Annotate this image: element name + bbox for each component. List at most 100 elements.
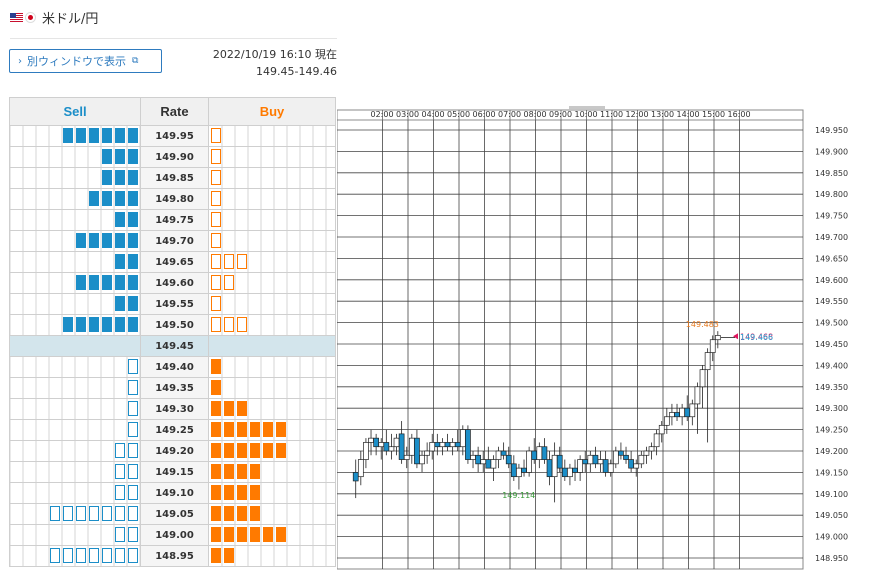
- candle-body: [653, 433, 660, 448]
- candle-body: [658, 424, 665, 435]
- buy-order-block: [263, 422, 273, 437]
- buy-volume-bars: [211, 275, 237, 290]
- jp-flag-icon: [25, 11, 36, 23]
- x-tick-label: 10:00: [575, 110, 598, 119]
- candle-body: [475, 454, 481, 465]
- y-tick-label: 149.400: [815, 361, 848, 370]
- price-annotation: 149.483: [686, 320, 719, 329]
- sell-volume-cell: [9, 125, 141, 147]
- sell-volume-cell: [9, 419, 141, 441]
- order-book-row: 149.85: [9, 167, 336, 189]
- sell-order-block: [102, 233, 112, 248]
- sell-order-block: [115, 254, 125, 269]
- candle-body: [674, 412, 680, 418]
- order-book-row: 149.55: [9, 293, 336, 315]
- sell-order-block: [102, 149, 112, 164]
- buy-order-block: [211, 254, 221, 269]
- order-book-row: 149.40: [9, 356, 336, 378]
- sell-volume-bars: [125, 380, 138, 395]
- buy-order-block: [237, 254, 247, 269]
- candle-body: [704, 352, 711, 371]
- y-tick-label: 149.900: [815, 147, 848, 156]
- order-book-row: 149.00: [9, 524, 336, 546]
- sell-order-block: [128, 296, 138, 311]
- sell-header: Sell: [9, 97, 141, 126]
- buy-order-block: [224, 506, 234, 521]
- buy-order-block: [263, 527, 273, 542]
- sell-order-block: [128, 380, 138, 395]
- sell-order-block: [76, 275, 86, 290]
- x-tick-label: 13:00: [651, 110, 674, 119]
- rate-cell: 149.70: [140, 230, 209, 252]
- candle-body: [465, 429, 471, 460]
- sell-order-block: [76, 128, 86, 143]
- candle-body: [485, 459, 492, 469]
- sell-order-block: [76, 233, 86, 248]
- buy-volume-bars: [211, 317, 250, 332]
- order-book-row: 149.65: [9, 251, 336, 273]
- buy-volume-bars: [211, 212, 224, 227]
- buy-volume-cell: [208, 377, 336, 399]
- x-tick-label: 04:00: [422, 110, 445, 119]
- sell-order-block: [89, 275, 99, 290]
- buy-order-block: [211, 149, 221, 164]
- sell-order-block: [63, 128, 73, 143]
- buy-order-block: [211, 443, 221, 458]
- y-tick-label: 149.350: [815, 383, 848, 392]
- order-book-row: 149.30: [9, 398, 336, 420]
- sell-order-block: [128, 128, 138, 143]
- sell-volume-cell: [9, 461, 141, 483]
- sell-order-block: [115, 464, 125, 479]
- candle-body: [363, 442, 369, 460]
- x-tick-label: 12:00: [626, 110, 649, 119]
- buy-order-block: [263, 443, 273, 458]
- candle-body: [663, 416, 670, 426]
- order-book-row: 149.70: [9, 230, 336, 252]
- open-new-window-label: 別ウィンドウで表示: [27, 55, 126, 68]
- candle-body: [597, 459, 604, 465]
- sell-volume-cell: [9, 356, 141, 378]
- sell-volume-bars: [125, 401, 138, 416]
- buy-order-block: [237, 443, 247, 458]
- sell-order-block: [128, 233, 138, 248]
- sell-volume-cell: [9, 251, 141, 273]
- open-new-window-button[interactable]: › 別ウィンドウで表示 ⧉: [9, 49, 162, 73]
- sell-order-block: [102, 548, 112, 563]
- buy-order-block: [250, 422, 260, 437]
- buy-order-block: [237, 317, 247, 332]
- buy-order-block: [211, 296, 221, 311]
- buy-volume-bars: [211, 443, 289, 458]
- candle-body: [393, 437, 400, 448]
- bid-ask-quote: 149.45-149.46: [256, 65, 337, 78]
- buy-order-block: [211, 485, 221, 500]
- buy-order-block: [211, 506, 221, 521]
- x-tick-label: 08:00: [524, 110, 547, 119]
- candle-body: [424, 450, 430, 456]
- buy-volume-cell: [208, 125, 336, 147]
- sell-volume-cell: [9, 398, 141, 420]
- candle-body: [526, 450, 532, 473]
- candle-body: [373, 437, 379, 448]
- candle-body: [510, 463, 517, 478]
- candle-body: [618, 450, 624, 456]
- rate-cell: 149.40: [140, 356, 209, 378]
- rate-cell: 149.55: [140, 293, 209, 315]
- y-tick-label: 149.850: [815, 169, 848, 178]
- chart-frame: [337, 109, 804, 570]
- sell-order-block: [115, 128, 125, 143]
- sell-order-block: [128, 254, 138, 269]
- sell-volume-bars: [112, 485, 138, 500]
- rate-cell: 149.80: [140, 188, 209, 210]
- buy-order-block: [237, 422, 247, 437]
- sell-volume-bars: [112, 296, 138, 311]
- buy-order-block: [211, 548, 221, 563]
- rate-cell: 149.45: [140, 335, 209, 357]
- buy-volume-cell: [208, 524, 336, 546]
- sell-order-block: [128, 548, 138, 563]
- sell-order-block: [128, 191, 138, 206]
- x-tick-label: 06:00: [473, 110, 496, 119]
- candle-body: [490, 459, 497, 469]
- sell-volume-bars: [73, 275, 138, 290]
- sell-order-block: [89, 506, 99, 521]
- sell-volume-cell: [9, 272, 141, 294]
